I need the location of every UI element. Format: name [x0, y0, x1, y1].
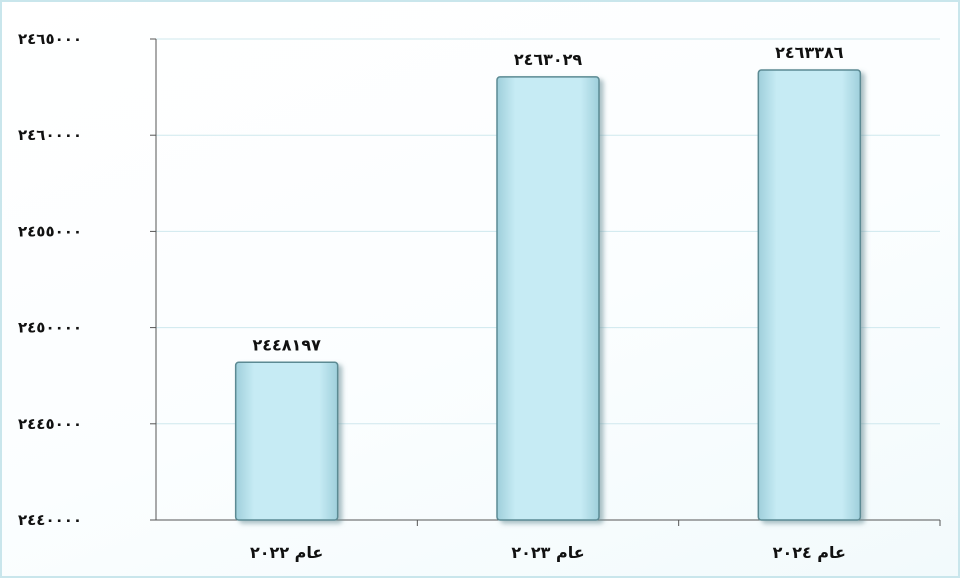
bars — [234, 69, 862, 521]
bar — [496, 76, 600, 521]
y-tick-label: ٢٤٤٠٠٠٠ — [18, 511, 82, 529]
x-category-label: عام ٢٠٢٣ — [511, 543, 584, 562]
y-tick-label: ٢٤٤٥٠٠٠ — [18, 415, 82, 433]
y-tick-label: ٢٤٥٠٠٠٠ — [18, 319, 82, 337]
bar — [757, 69, 862, 521]
bar — [234, 361, 339, 521]
y-tick-label: ٢٤٦٥٠٠٠ — [18, 30, 82, 48]
data-label: ٢٤٦٣٠٢٩ — [514, 50, 583, 69]
y-tick-label: ٢٤٦٠٠٠٠ — [18, 126, 82, 144]
labels: ٢٤٤٠٠٠٠ ٢٤٤٥٠٠٠ ٢٤٥٠٠٠٠ ٢٤٥٥٠٠٠ ٢٤٦٠٠٠٠ ٢٤٦٥٠… — [18, 30, 846, 562]
data-label: ٢٤٦٣٣٨٦ — [775, 43, 844, 62]
data-label: ٢٤٤٨١٩٧ — [252, 335, 321, 354]
x-category-label: عام ٢٠٢٤ — [773, 543, 846, 562]
x-category-label: عام ٢٠٢٢ — [250, 543, 323, 562]
y-tick-label: ٢٤٥٥٠٠٠ — [18, 222, 82, 240]
